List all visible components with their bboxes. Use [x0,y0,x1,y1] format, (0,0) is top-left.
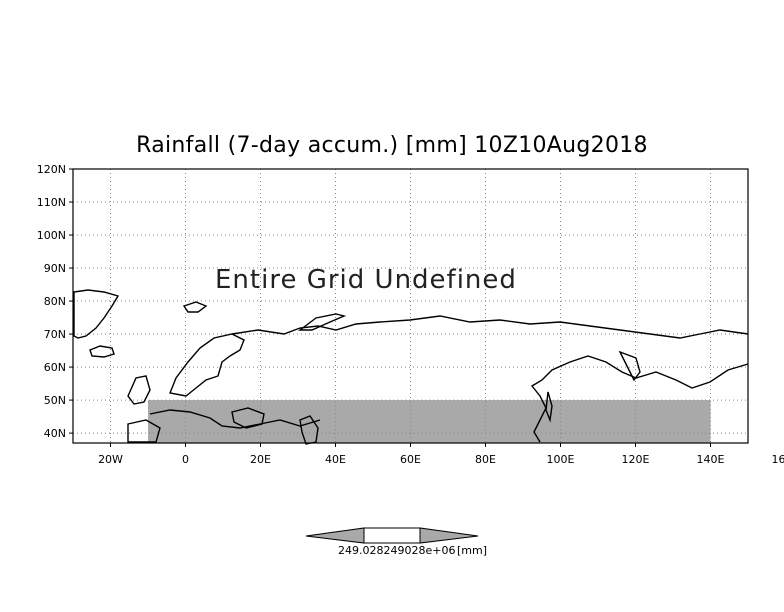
coastline-caspian [299,415,319,445]
lat-tick-label: 100N [37,229,66,242]
coastline-europe-south [149,409,321,429]
lat-tick-label: 60N [44,361,66,374]
lat-tick-label: 40N [44,427,66,440]
colorbar-center-box [363,527,421,544]
lon-tick-label: 140E [697,453,725,466]
colorbar-right-arrow [419,527,479,544]
lon-tick-label: 20W [98,453,123,466]
colorbar-label: 249.028249028e+06 [338,544,456,557]
coastline-north-eurasia [231,315,749,339]
undefined-grid-message: Entire Grid Undefined [215,265,517,295]
coastline-svalbard [182,301,208,313]
coastline-kamchatka [618,350,641,382]
lon-tick-label: 40E [325,453,346,466]
coastline-iberia [127,419,161,443]
coastline-black-sea [231,407,265,429]
colorbar-left-arrow [305,527,365,544]
grid-lines [73,169,748,443]
lon-tick-label: 0 [182,453,189,466]
coastline-greenland [73,289,120,339]
coastline-sakhalin [545,391,553,423]
coastline-scandinavia [169,333,245,397]
coastline-british-isles [127,375,151,405]
lon-tick-label: 20E [250,453,271,466]
chart-title: Rainfall (7-day accum.) [mm] 10Z10Aug201… [136,133,648,158]
lon-tick-label: 120E [622,453,650,466]
colorbar-unit: [mm] [457,544,488,557]
shaded-rainfall-band [148,400,711,443]
coastline-iceland [89,345,115,358]
lat-tick-label: 70N [44,328,66,341]
lon-tick-label: 60E [400,453,421,466]
coastlines [73,289,749,445]
lat-tick-label: 110N [37,196,66,209]
lat-tick-label: 120N [37,163,66,176]
lon-tick-label: 160E [772,453,784,466]
longitude-axis: 20W020E40E60E80E100E120E140E160E180160W [98,443,784,466]
coastline-novaya-zemlya [297,313,347,331]
latitude-axis: 120N 110N 100N 90N 80N 70N 60N 50N 40N [37,163,73,440]
lat-tick-label: 50N [44,394,66,407]
lon-tick-label: 80E [475,453,496,466]
colorbar [305,527,479,544]
lat-tick-label: 80N [44,295,66,308]
lat-tick-label: 90N [44,262,66,275]
lon-tick-label: 100E [547,453,575,466]
